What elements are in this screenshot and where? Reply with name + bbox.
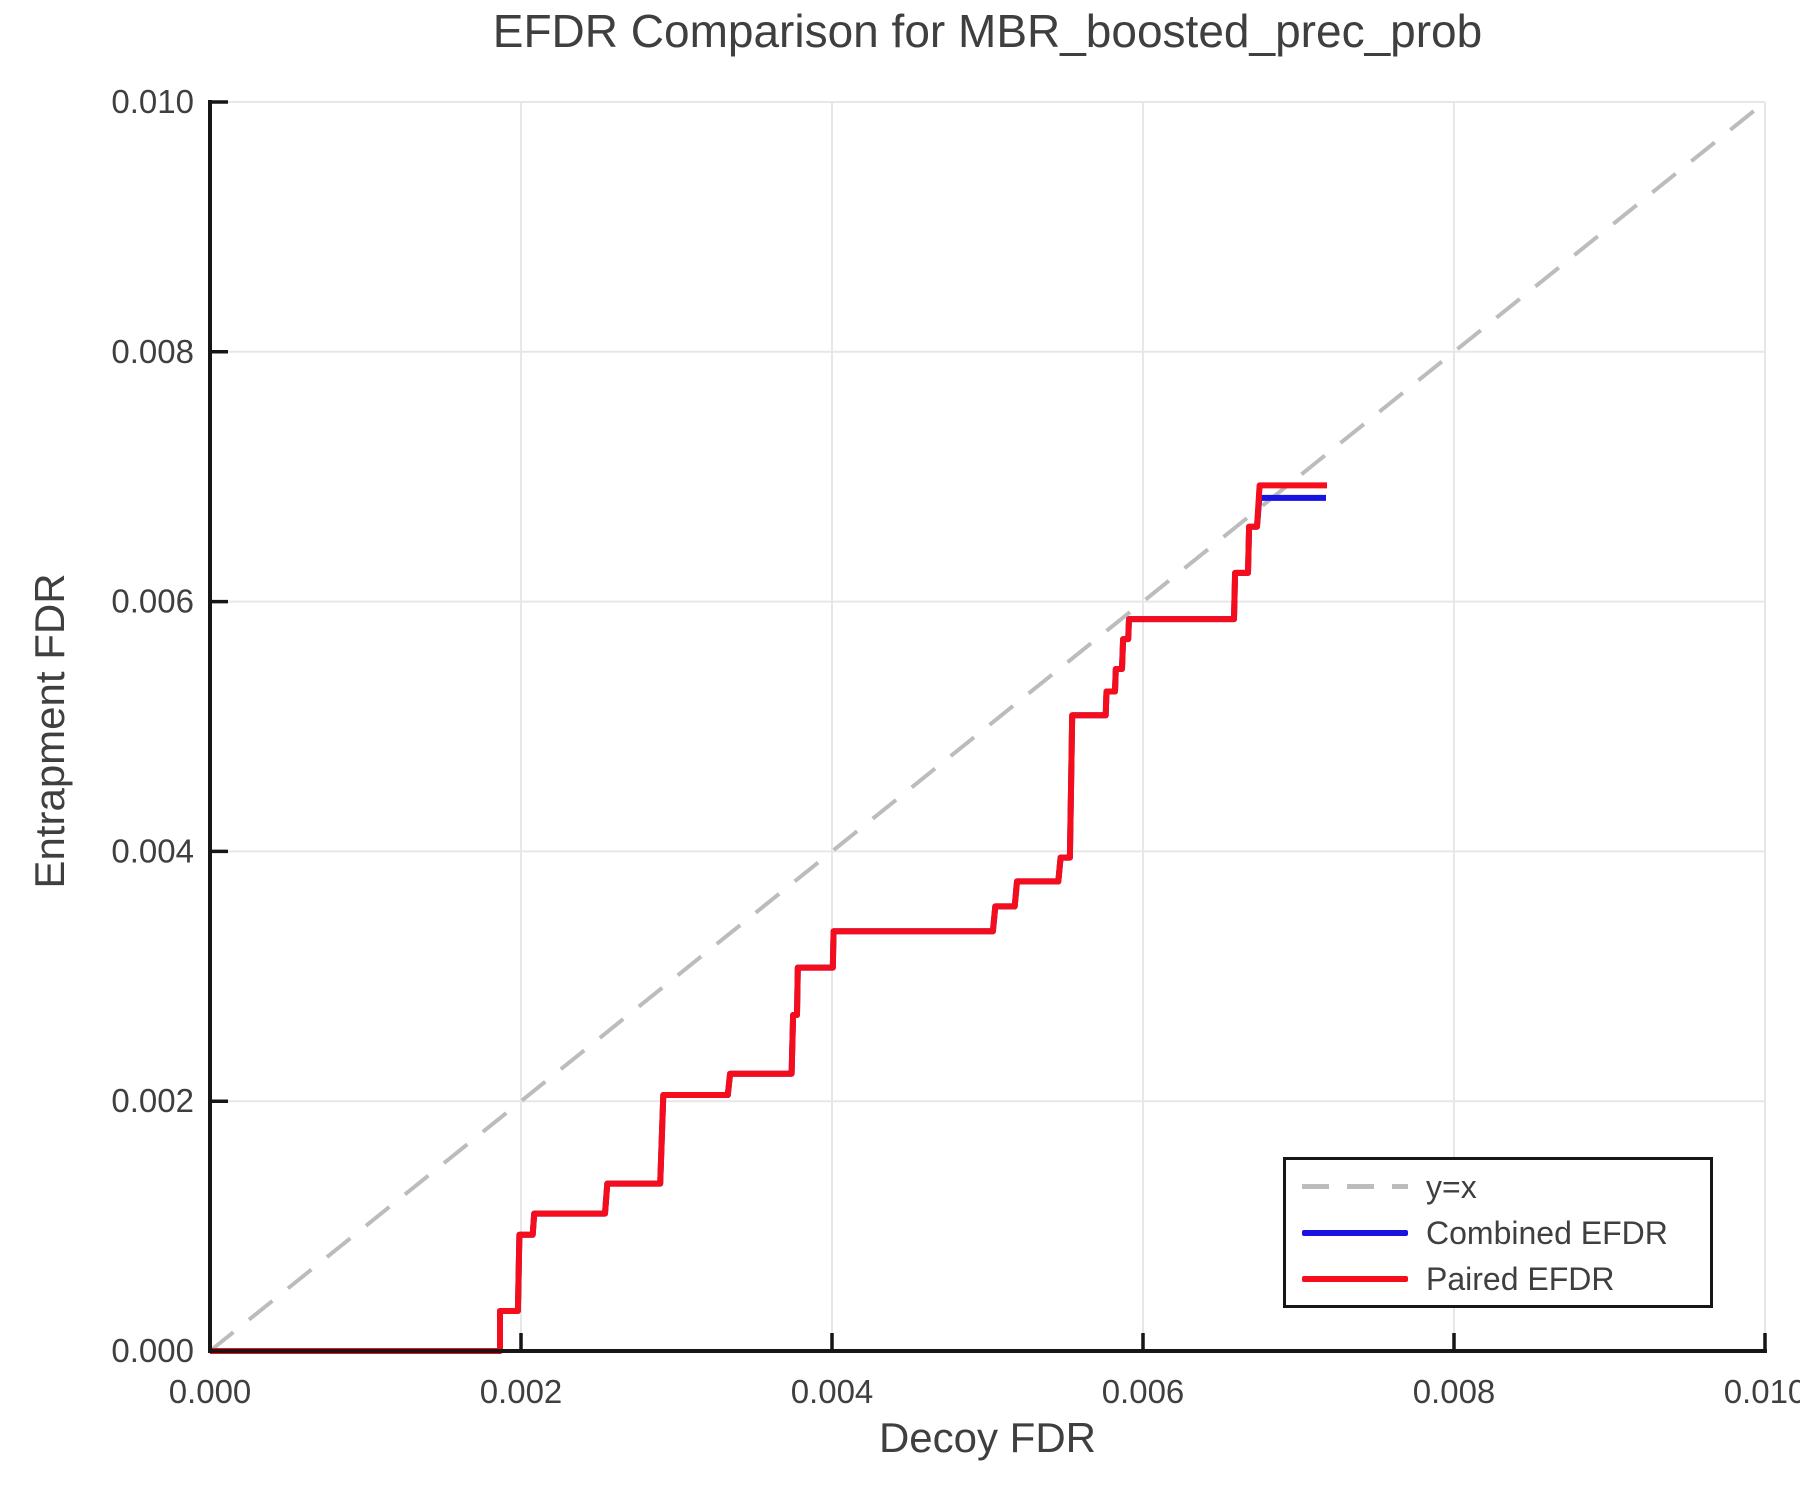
x-tick-label: 0.000 [169, 1373, 252, 1410]
identity-line [208, 100, 1767, 1353]
legend-item-yx: y=x [1302, 1168, 1710, 1206]
x-axis-label: Decoy FDR [878, 1414, 1097, 1461]
legend-label: Combined EFDR [1426, 1214, 1668, 1251]
y-tick-label: 0.000 [111, 1332, 194, 1369]
legend-item-paired-efdr: Paired EFDR [1302, 1260, 1710, 1298]
y-tick-label: 0.004 [111, 832, 194, 869]
x-tick-label: 0.002 [480, 1373, 563, 1410]
y-axis-label: Entrapment FDR [26, 573, 73, 889]
y-tick-label: 0.010 [111, 83, 194, 120]
dashed-line-swatch [1302, 1184, 1408, 1189]
y-tick-label: 0.008 [111, 333, 194, 370]
legend-label: y=x [1426, 1168, 1477, 1205]
combined-efdr-line [210, 494, 1326, 1354]
blue-line-swatch [1302, 1229, 1408, 1236]
x-tick-label: 0.008 [1413, 1373, 1496, 1410]
x-tick-label: 0.004 [791, 1373, 874, 1410]
legend: y=x Combined EFDR Paired EFDR [1283, 1157, 1713, 1308]
red-line-swatch [1302, 1275, 1408, 1282]
legend-item-combined-efdr: Combined EFDR [1302, 1214, 1710, 1252]
legend-label: Paired EFDR [1426, 1260, 1615, 1297]
x-tick-label: 0.006 [1102, 1373, 1185, 1410]
x-tick-label: 0.010 [1724, 1373, 1800, 1410]
paired-efdr-line [210, 482, 1327, 1354]
y-tick-label: 0.002 [111, 1082, 194, 1119]
chart-title: EFDR Comparison for MBR_boosted_prec_pro… [492, 5, 1483, 57]
y-tick-label: 0.006 [111, 583, 194, 620]
